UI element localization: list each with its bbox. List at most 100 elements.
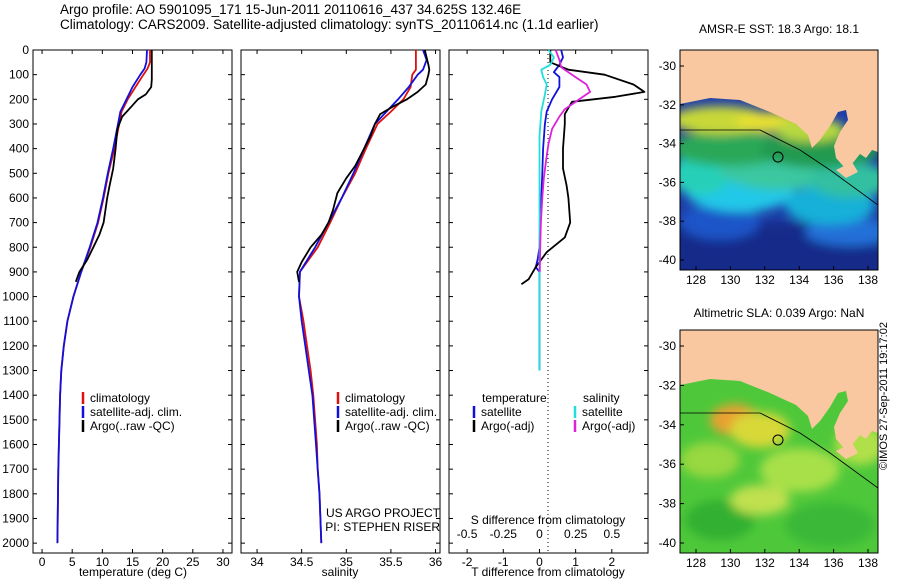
y-tick-label: 1600 <box>2 438 29 452</box>
salinity-annotation-line1: US ARGO PROJECT <box>326 506 441 520</box>
sla-map-title: Altimetric SLA: 0.039 Argo: NaN <box>694 306 865 320</box>
x-tick-label: 25 <box>186 555 200 569</box>
salinity-xlabel: salinity <box>322 565 359 579</box>
legend-title-temperature: temperature <box>482 391 547 405</box>
legend-label-climatology: climatology <box>90 391 150 405</box>
series-line <box>74 50 153 283</box>
x-tick-label: 2 <box>608 555 615 569</box>
y-tick-label: 1100 <box>3 314 29 328</box>
legend-label-t-satellite: satellite <box>481 405 522 419</box>
x-tick-label: 15 <box>126 555 140 569</box>
map-y-tick-label: -40 <box>659 253 677 267</box>
series-line <box>298 49 428 544</box>
difference-legend: temperature salinity satellite Argo(-adj… <box>472 391 635 433</box>
map-x-tick-label: 128 <box>686 556 706 570</box>
map-y-tick-label: -38 <box>659 214 677 228</box>
map-x-tick-label: 138 <box>858 273 878 287</box>
map-x-tick-label: 136 <box>824 556 844 570</box>
x-tick-label: 36 <box>429 555 443 569</box>
y-tick-label: 500 <box>9 166 29 180</box>
legend-label-satellite: satellite-adj. clim. <box>90 405 182 419</box>
x-tick-label: 0 <box>536 555 543 569</box>
x-tick-label: 30 <box>216 555 230 569</box>
y-tick-label: 800 <box>9 240 29 254</box>
map-y-tick-label: -36 <box>659 457 677 471</box>
x-tick-label: -2 <box>462 555 473 569</box>
sla-land <box>680 330 878 489</box>
y-tick-label: 100 <box>9 68 29 82</box>
map-x-tick-label: 132 <box>755 273 775 287</box>
map-x-tick-label: 136 <box>824 273 844 287</box>
legend-label-argo: Argo(..raw -QC) <box>90 419 175 433</box>
x-tick-label: 0 <box>39 555 46 569</box>
legend-label-satellite: satellite-adj. clim. <box>345 405 437 419</box>
series-line <box>56 49 148 544</box>
x-tick-label: 34.5 <box>290 555 314 569</box>
series-line <box>538 49 555 371</box>
x-tick-label: 5 <box>69 555 76 569</box>
y-tick-label: 1200 <box>2 339 29 353</box>
map-y-tick-label: -40 <box>659 536 677 550</box>
y-tick-label: 400 <box>9 142 29 156</box>
map-y-tick-label: -30 <box>659 59 677 73</box>
legend-label-t-argo: Argo(-adj) <box>481 419 534 433</box>
salinity-annotation-line2: PI: STEPHEN RISER <box>325 520 440 534</box>
x-tick-label: 34 <box>250 555 264 569</box>
map-x-tick-label: 138 <box>858 556 878 570</box>
y-tick-label: 1900 <box>2 511 29 525</box>
series-line <box>520 50 646 285</box>
x-tick-label: 20 <box>156 555 170 569</box>
series-line <box>538 49 591 272</box>
map-x-tick-label: 128 <box>686 273 706 287</box>
map-x-tick-label: 130 <box>720 556 740 570</box>
x-tick-label: 35 <box>340 555 354 569</box>
series-line <box>298 50 417 544</box>
salinity-legend: climatology satellite-adj. clim. Argo(..… <box>336 391 437 433</box>
temperature-xlabel: temperature (deg C) <box>79 565 187 579</box>
legend-label-s-satellite: satellite <box>582 405 623 419</box>
map-x-tick-label: 134 <box>789 273 809 287</box>
y-tick-label: 700 <box>9 216 29 230</box>
y-tick-label: 200 <box>9 92 29 106</box>
series-line <box>296 49 431 282</box>
map-y-tick-label: -30 <box>659 339 677 353</box>
s-tick-label: 0.25 <box>564 527 588 541</box>
y-tick-label: 1000 <box>2 290 29 304</box>
x-tick-label: 35.5 <box>379 555 403 569</box>
legend-label-s-argo: Argo(-adj) <box>582 419 635 433</box>
y-tick-label: 300 <box>9 117 29 131</box>
legend-label-climatology: climatology <box>345 391 405 405</box>
map-y-tick-label: -34 <box>659 137 677 151</box>
difference-axes <box>448 49 649 554</box>
y-tick-label: 1700 <box>2 462 29 476</box>
x-tick-label: 10 <box>96 555 110 569</box>
y-tick-label: 0 <box>22 43 29 57</box>
legend-label-argo: Argo(..raw -QC) <box>345 419 430 433</box>
title-line-2: Climatology: CARS2009. Satellite-adjuste… <box>60 17 599 32</box>
sst-map-title: AMSR-E SST: 18.3 Argo: 18.1 <box>699 22 859 36</box>
difference-xlabel-bottom: T difference from climatology <box>471 565 625 579</box>
temperature-legend: climatology satellite-adj. clim. Argo(..… <box>81 391 182 433</box>
map-y-tick-label: -34 <box>659 418 677 432</box>
title-line-1: Argo profile: AO 5901095_171 15-Jun-2011… <box>60 2 522 17</box>
salinity-axes <box>240 49 441 554</box>
map-y-tick-label: -36 <box>659 175 677 189</box>
legend-title-salinity: salinity <box>583 391 620 405</box>
series-line <box>56 50 151 544</box>
x-tick-label: 1 <box>572 555 579 569</box>
s-tick-label: -0.25 <box>490 527 518 541</box>
s-tick-label: -0.5 <box>457 527 478 541</box>
map-y-tick-label: -32 <box>659 98 677 112</box>
map-y-tick-label: -38 <box>659 497 677 511</box>
map-x-tick-label: 130 <box>720 273 740 287</box>
map-y-tick-label: -32 <box>659 378 677 392</box>
s-tick-label: 0.5 <box>603 527 620 541</box>
s-tick-label: 0 <box>536 527 543 541</box>
y-tick-label: 900 <box>9 265 29 279</box>
y-tick-label: 1400 <box>2 388 29 402</box>
y-tick-label: 2000 <box>2 536 29 550</box>
y-tick-label: 1300 <box>2 364 29 378</box>
x-tick-label: -1 <box>498 555 509 569</box>
temperature-axes <box>32 49 233 554</box>
